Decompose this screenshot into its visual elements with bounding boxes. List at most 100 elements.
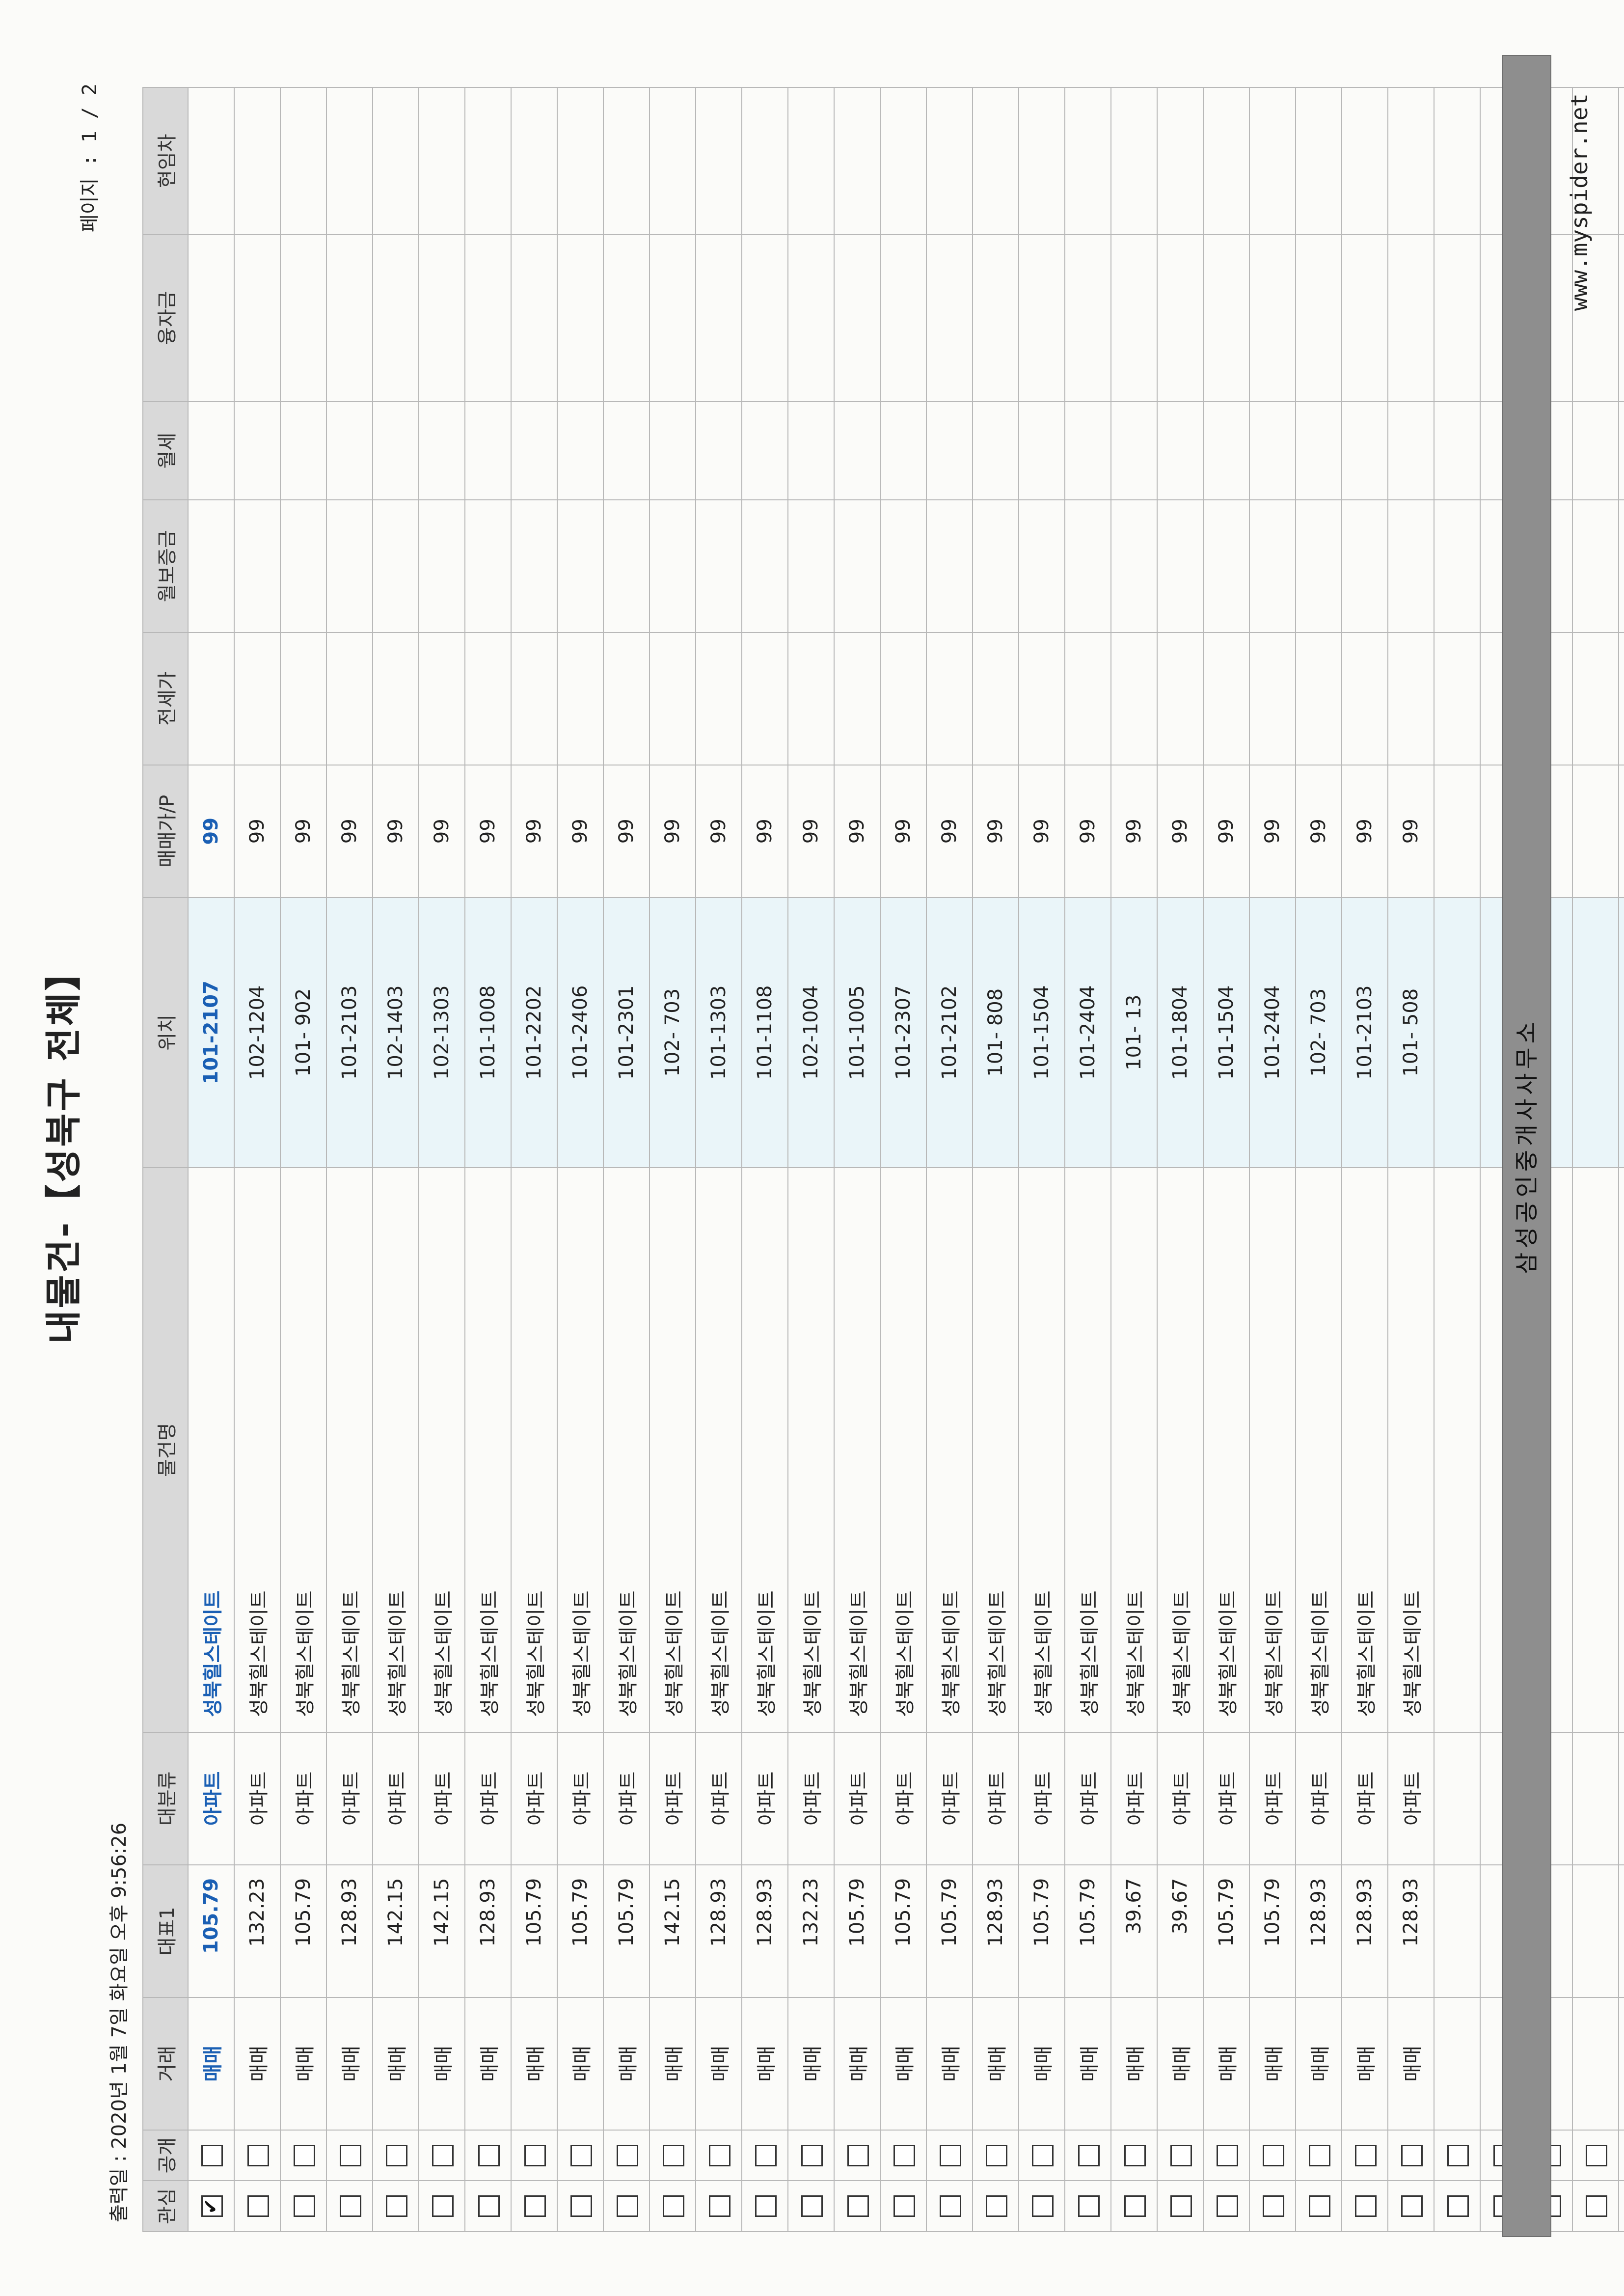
col-deposit[interactable]: 월보증금 bbox=[143, 499, 188, 632]
table-row[interactable]: 매매 105.79 아파트 성북힐스테이트 101-2404 99 bbox=[1249, 87, 1296, 2232]
favorite-checkbox[interactable] bbox=[432, 2195, 454, 2217]
favorite-checkbox[interactable] bbox=[247, 2195, 269, 2217]
col-deal[interactable]: 거래 bbox=[143, 1997, 188, 2130]
favorite-checkbox[interactable] bbox=[293, 2195, 315, 2217]
table-row[interactable]: 매매 142.15 아파트 성북힐스테이트 102-1303 99 bbox=[419, 87, 465, 2232]
favorite-checkbox[interactable] bbox=[1354, 2195, 1377, 2217]
table-row[interactable]: 매매 128.93 아파트 성북힐스테이트 101-2103 99 bbox=[1342, 87, 1388, 2232]
public-checkbox[interactable] bbox=[985, 2144, 1007, 2166]
table-row[interactable]: 매매 128.93 아파트 성북힐스테이트 102- 703 99 bbox=[1296, 87, 1342, 2232]
favorite-checkbox[interactable] bbox=[1170, 2195, 1192, 2217]
public-checkbox[interactable] bbox=[1308, 2144, 1330, 2166]
table-row[interactable]: 매매 105.79 아파트 성북힐스테이트 101-2301 99 bbox=[603, 87, 650, 2232]
favorite-checkbox[interactable] bbox=[755, 2195, 777, 2217]
table-row[interactable]: 매매 105.79 아파트 성북힐스테이트 101-1504 99 bbox=[1019, 87, 1065, 2232]
col-location[interactable]: 위치 bbox=[143, 897, 188, 1168]
table-row[interactable]: 매매 142.15 아파트 성북힐스테이트 102-1403 99 bbox=[373, 87, 419, 2232]
table-row[interactable]: 매매 39.67 아파트 성북힐스테이트 101- 13 99 bbox=[1111, 87, 1157, 2232]
favorite-checkbox[interactable] bbox=[616, 2195, 638, 2217]
public-checkbox[interactable] bbox=[616, 2144, 638, 2166]
favorite-checkbox[interactable] bbox=[570, 2195, 592, 2217]
public-checkbox[interactable] bbox=[1262, 2144, 1284, 2166]
col-favorite[interactable]: 관심 bbox=[143, 2181, 188, 2232]
table-row[interactable]: 매매 132.23 아파트 성북힐스테이트 102-1204 99 bbox=[234, 87, 280, 2232]
public-checkbox[interactable] bbox=[478, 2144, 500, 2166]
favorite-checkbox[interactable] bbox=[1585, 2195, 1607, 2217]
public-checkbox[interactable] bbox=[939, 2144, 961, 2166]
favorite-checkbox[interactable] bbox=[201, 2195, 223, 2217]
table-row[interactable]: 매매 128.93 아파트 성북힐스테이트 101-1303 99 bbox=[696, 87, 742, 2232]
table-row[interactable]: 매매 128.93 아파트 성북힐스테이트 101-1008 99 bbox=[465, 87, 511, 2232]
public-checkbox[interactable] bbox=[1078, 2144, 1100, 2166]
public-checkbox[interactable] bbox=[1216, 2144, 1238, 2166]
table-row[interactable]: 매매 128.93 아파트 성북힐스테이트 101- 508 99 bbox=[1388, 87, 1434, 2232]
table-row[interactable]: 매매 105.79 아파트 성북힐스테이트 101-2202 99 bbox=[511, 87, 557, 2232]
table-row[interactable] bbox=[1619, 87, 1624, 2232]
table-row[interactable]: 매매 128.93 아파트 성북힐스테이트 101- 808 99 bbox=[973, 87, 1019, 2232]
public-checkbox[interactable] bbox=[1447, 2144, 1469, 2166]
favorite-checkbox[interactable] bbox=[708, 2195, 731, 2217]
public-checkbox[interactable] bbox=[385, 2144, 407, 2166]
public-checkbox[interactable] bbox=[893, 2144, 915, 2166]
public-checkbox[interactable] bbox=[1585, 2144, 1607, 2166]
table-row[interactable] bbox=[1572, 87, 1619, 2232]
table-row[interactable]: 매매 39.67 아파트 성북힐스테이트 101-1804 99 bbox=[1157, 87, 1203, 2232]
col-jeonse[interactable]: 전세가 bbox=[143, 632, 188, 765]
public-checkbox[interactable] bbox=[847, 2144, 869, 2166]
table-row[interactable]: 매매 105.79 아파트 성북힐스테이트 101-1504 99 bbox=[1203, 87, 1249, 2232]
public-checkbox[interactable] bbox=[1401, 2144, 1423, 2166]
table-row[interactable]: 매매 105.79 아파트 성북힐스테이트 101-1005 99 bbox=[834, 87, 880, 2232]
col-name[interactable]: 물건명 bbox=[143, 1167, 188, 1732]
favorite-checkbox[interactable] bbox=[1308, 2195, 1330, 2217]
table-row[interactable]: 매매 105.79 아파트 성북힐스테이트 101-2307 99 bbox=[880, 87, 926, 2232]
table-row[interactable] bbox=[1434, 87, 1480, 2232]
favorite-checkbox[interactable] bbox=[1078, 2195, 1100, 2217]
public-checkbox[interactable] bbox=[662, 2144, 684, 2166]
public-checkbox[interactable] bbox=[708, 2144, 731, 2166]
favorite-checkbox[interactable] bbox=[1216, 2195, 1238, 2217]
col-public[interactable]: 공개 bbox=[143, 2130, 188, 2181]
favorite-checkbox[interactable] bbox=[939, 2195, 961, 2217]
favorite-checkbox[interactable] bbox=[1124, 2195, 1146, 2217]
favorite-checkbox[interactable] bbox=[801, 2195, 823, 2217]
favorite-checkbox[interactable] bbox=[524, 2195, 546, 2217]
favorite-checkbox[interactable] bbox=[385, 2195, 407, 2217]
public-checkbox[interactable] bbox=[755, 2144, 777, 2166]
col-area[interactable]: 대표1 bbox=[143, 1864, 188, 1997]
favorite-checkbox[interactable] bbox=[662, 2195, 684, 2217]
table-row[interactable]: 매매 142.15 아파트 성북힐스테이트 102- 703 99 bbox=[650, 87, 696, 2232]
favorite-checkbox[interactable] bbox=[1031, 2195, 1054, 2217]
public-checkbox[interactable] bbox=[432, 2144, 454, 2166]
public-checkbox[interactable] bbox=[1170, 2144, 1192, 2166]
public-checkbox[interactable] bbox=[570, 2144, 592, 2166]
table-row[interactable]: 매매 105.79 아파트 성북힐스테이트 101- 902 99 bbox=[280, 87, 326, 2232]
public-checkbox[interactable] bbox=[293, 2144, 315, 2166]
favorite-checkbox[interactable] bbox=[847, 2195, 869, 2217]
table-row[interactable]: 매매 128.93 아파트 성북힐스테이트 101-1108 99 bbox=[742, 87, 788, 2232]
favorite-checkbox[interactable] bbox=[339, 2195, 361, 2217]
table-row[interactable]: 매매 105.79 아파트 성북힐스테이트 101-2406 99 bbox=[557, 87, 603, 2232]
col-price[interactable]: 매매가/P bbox=[143, 765, 188, 898]
table-row[interactable]: 매매 105.79 아파트 성북힐스테이트 101-2102 99 bbox=[926, 87, 973, 2232]
table-row[interactable]: 매매 128.93 아파트 성북힐스테이트 101-2103 99 bbox=[326, 87, 373, 2232]
col-category[interactable]: 대분류 bbox=[143, 1732, 188, 1865]
table-row[interactable]: 매매 105.79 아파트 성북힐스테이트 101-2404 99 bbox=[1065, 87, 1111, 2232]
public-checkbox[interactable] bbox=[339, 2144, 361, 2166]
favorite-checkbox[interactable] bbox=[478, 2195, 500, 2217]
favorite-checkbox[interactable] bbox=[1262, 2195, 1284, 2217]
public-checkbox[interactable] bbox=[201, 2144, 223, 2166]
public-checkbox[interactable] bbox=[1354, 2144, 1377, 2166]
favorite-checkbox[interactable] bbox=[1447, 2195, 1469, 2217]
col-rent[interactable]: 월세 bbox=[143, 401, 188, 500]
public-checkbox[interactable] bbox=[1031, 2144, 1054, 2166]
favorite-checkbox[interactable] bbox=[893, 2195, 915, 2217]
table-row[interactable]: 매매 132.23 아파트 성북힐스테이트 102-1004 99 bbox=[788, 87, 834, 2232]
public-checkbox[interactable] bbox=[1124, 2144, 1146, 2166]
public-checkbox[interactable] bbox=[524, 2144, 546, 2166]
public-checkbox[interactable] bbox=[801, 2144, 823, 2166]
col-loan[interactable]: 융자금 bbox=[143, 234, 188, 402]
public-checkbox[interactable] bbox=[247, 2144, 269, 2166]
favorite-checkbox[interactable] bbox=[985, 2195, 1007, 2217]
favorite-checkbox[interactable] bbox=[1401, 2195, 1423, 2217]
